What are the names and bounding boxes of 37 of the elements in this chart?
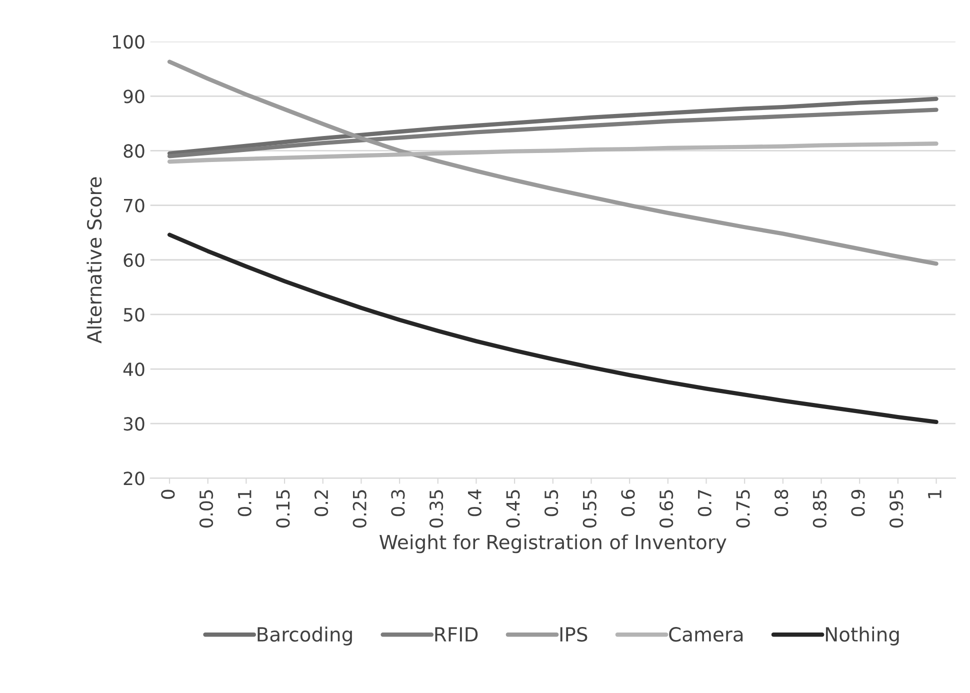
x-tick-label: 0.25 [352,490,366,528]
x-tick-label: 0.45 [506,490,520,528]
x-tick-label: 0.65 [659,490,674,528]
x-tick-label: 0 [161,490,175,499]
x-tick-label: 0.35 [429,490,444,528]
x-tick-label: 0.85 [812,490,827,528]
legend-label: RFID [435,627,478,642]
y-axis-title: Alternative Score [86,177,102,344]
y-tick-label: 60 [124,253,144,267]
x-tick-label: 0.5 [544,490,558,516]
y-tick-label: 50 [124,308,144,322]
x-tick-label: 0.2 [314,490,328,516]
y-tick-label: 40 [123,362,144,376]
x-tick-label: 0.05 [199,490,214,528]
x-tick-label: 0.3 [391,490,405,516]
x-tick-label: 0.75 [736,490,750,528]
x-tick-label: 0.7 [698,490,712,516]
y-tick-label: 90 [124,90,144,104]
x-tick-label: 0.15 [276,490,290,528]
x-tick-label: 0.8 [774,490,788,516]
x-tick-label: 0.55 [582,490,596,528]
x-tick-label: 0.6 [621,490,635,516]
legend-label: Camera [669,626,743,642]
x-tick-label: 0.4 [468,490,482,516]
y-tick-label: 30 [124,417,144,431]
y-tick-label: 70 [124,198,144,212]
legend-label: Barcoding [258,626,352,646]
x-tick-label: 0.9 [851,490,865,516]
x-tick-label: 0.1 [238,490,252,516]
x-tick-label: 0.95 [890,490,904,528]
x-tick-label: 1 [928,490,942,498]
x-axis-title: Weight for Registration of Inventory [380,534,726,554]
legend-label: Nothing [826,626,899,646]
y-tick-label: 80 [124,144,144,158]
y-tick-label: 20 [124,472,144,486]
y-tick-label: 100 [113,35,144,49]
legend-label: IPS [560,626,588,642]
